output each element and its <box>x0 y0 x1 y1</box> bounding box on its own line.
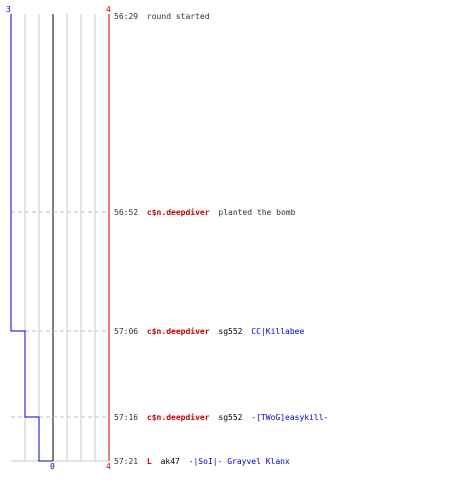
event-victim: CC|Killabee <box>251 327 304 336</box>
event-killer: c$n.deepdiver <box>147 326 210 336</box>
event-victim: -[TWoG]easykill- <box>251 413 328 422</box>
blue-team-players-line <box>10 14 53 462</box>
event-time: 56:52 <box>114 208 138 217</box>
event-time: 56:29 <box>114 12 138 21</box>
event-time: 57:06 <box>114 327 138 336</box>
event-weapon: sg552 <box>218 327 242 336</box>
right-end-count: 4 <box>106 462 111 471</box>
event-weapon: ak47 <box>161 457 180 466</box>
event-killer: L <box>147 457 152 466</box>
event-victim: -|SoI|- Grayvel Klanx <box>189 457 290 466</box>
event-entry: 57:16 c$n.deepdiver sg552 -[TWoG]easykil… <box>114 412 328 422</box>
left-start-count: 3 <box>6 5 11 14</box>
event-log: 56:29 round started 56:52 c$n.deepdiver … <box>114 12 328 466</box>
grid-lines <box>11 14 109 462</box>
event-entry: 57:21 L ak47 -|SoI|- Grayvel Klanx <box>114 457 290 466</box>
event-killer: c$n.deepdiver <box>147 412 210 422</box>
right-start-count: 4 <box>106 5 111 14</box>
left-end-count: 0 <box>50 462 55 471</box>
event-entry: 56:52 c$n.deepdiver planted the bomb <box>114 207 296 217</box>
event-entry: 57:06 c$n.deepdiver sg552 CC|Killabee <box>114 326 304 336</box>
event-guides <box>11 211 109 418</box>
event-time: 57:21 <box>114 457 138 466</box>
event-player: c$n.deepdiver <box>147 207 210 217</box>
event-description: round started <box>147 12 210 21</box>
event-description: planted the bomb <box>218 208 295 217</box>
event-weapon: sg552 <box>218 413 242 422</box>
event-time: 57:16 <box>114 413 138 422</box>
event-entry: 56:29 round started <box>114 12 210 21</box>
